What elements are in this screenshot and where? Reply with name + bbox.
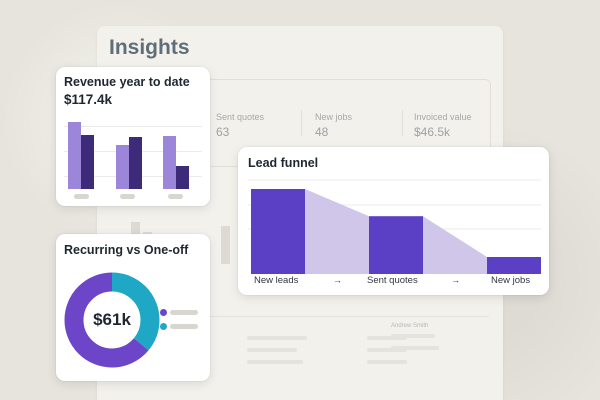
axis-label-placeholder bbox=[168, 194, 183, 199]
stage-label-new-jobs: New jobs bbox=[491, 275, 531, 286]
funnel-stage-labels: New leads → Sent quotes → New jobs bbox=[248, 275, 541, 289]
ghost-line bbox=[367, 348, 407, 352]
lead-funnel-card[interactable]: Lead funnel New leads → Sent quotes → Ne… bbox=[238, 147, 549, 295]
stat-label: New jobs bbox=[315, 112, 353, 122]
legend-dot-one-off bbox=[160, 323, 167, 330]
arrow-icon: → bbox=[333, 275, 342, 285]
recurring-card-title: Recurring vs One-off bbox=[64, 243, 189, 257]
revenue-bar bbox=[163, 135, 176, 189]
donut-slice-recurring bbox=[64, 272, 160, 368]
ghost-line bbox=[367, 360, 407, 364]
revenue-bar bbox=[129, 137, 142, 189]
stage-label-new-leads: New leads bbox=[254, 275, 299, 286]
stat-sent-quotes: Sent quotes 63 bbox=[216, 112, 264, 139]
stat-value: 48 bbox=[315, 125, 329, 139]
stat-label: Sent quotes bbox=[216, 112, 265, 122]
stat-value: 63 bbox=[216, 125, 230, 139]
arrow-icon: → bbox=[451, 275, 460, 285]
donut-center-label: $61k bbox=[93, 310, 131, 329]
donut-chart: $61k bbox=[64, 272, 160, 368]
revenue-bar bbox=[68, 121, 81, 189]
legend-label-placeholder bbox=[170, 324, 198, 329]
funnel-bar-sent-quotes bbox=[369, 216, 423, 274]
page-title: Insights bbox=[109, 36, 190, 59]
contact-name: Andrew Smith bbox=[391, 323, 429, 329]
revenue-bar-chart bbox=[64, 114, 202, 189]
funnel-connector bbox=[423, 216, 487, 274]
stage-label-sent-quotes: Sent quotes bbox=[367, 275, 418, 286]
axis-label-placeholder bbox=[120, 194, 135, 199]
funnel-bar-new-leads bbox=[251, 189, 305, 274]
stat-divider bbox=[402, 110, 403, 136]
stat-label: Invoiced value bbox=[414, 112, 472, 122]
funnel-svg bbox=[248, 179, 541, 274]
donut-svg bbox=[64, 272, 160, 368]
funnel-chart bbox=[248, 179, 541, 274]
legend-label-placeholder bbox=[170, 310, 198, 315]
revenue-bar bbox=[81, 134, 94, 189]
ghost-line bbox=[367, 336, 407, 340]
legend-dot-recurring bbox=[160, 309, 167, 316]
gridline bbox=[64, 126, 202, 127]
revenue-amount: $117.4k bbox=[64, 92, 113, 107]
funnel-connector bbox=[305, 189, 369, 274]
revenue-bar bbox=[176, 165, 189, 189]
axis-label-placeholder bbox=[74, 194, 89, 199]
ghost-line bbox=[391, 334, 435, 338]
ghost-line bbox=[391, 346, 439, 350]
funnel-card-title: Lead funnel bbox=[248, 156, 319, 170]
stat-new-jobs: New jobs 48 bbox=[315, 112, 352, 139]
revenue-card-title: Revenue year to date bbox=[64, 75, 190, 89]
stat-invoiced-value: Invoiced value $46.5k bbox=[414, 112, 472, 139]
ghost-line bbox=[247, 336, 307, 340]
revenue-card[interactable]: Revenue year to date $117.4k bbox=[56, 67, 210, 206]
revenue-bar bbox=[116, 144, 129, 189]
ghost-divider bbox=[109, 316, 489, 317]
recurring-card[interactable]: Recurring vs One-off $61k bbox=[56, 234, 210, 381]
ghost-line bbox=[247, 348, 297, 352]
funnel-bar-new-jobs bbox=[487, 257, 541, 274]
stat-value: $46.5k bbox=[414, 125, 451, 139]
ghost-bar bbox=[221, 226, 230, 264]
stat-divider bbox=[301, 110, 302, 136]
ghost-line bbox=[247, 360, 303, 364]
